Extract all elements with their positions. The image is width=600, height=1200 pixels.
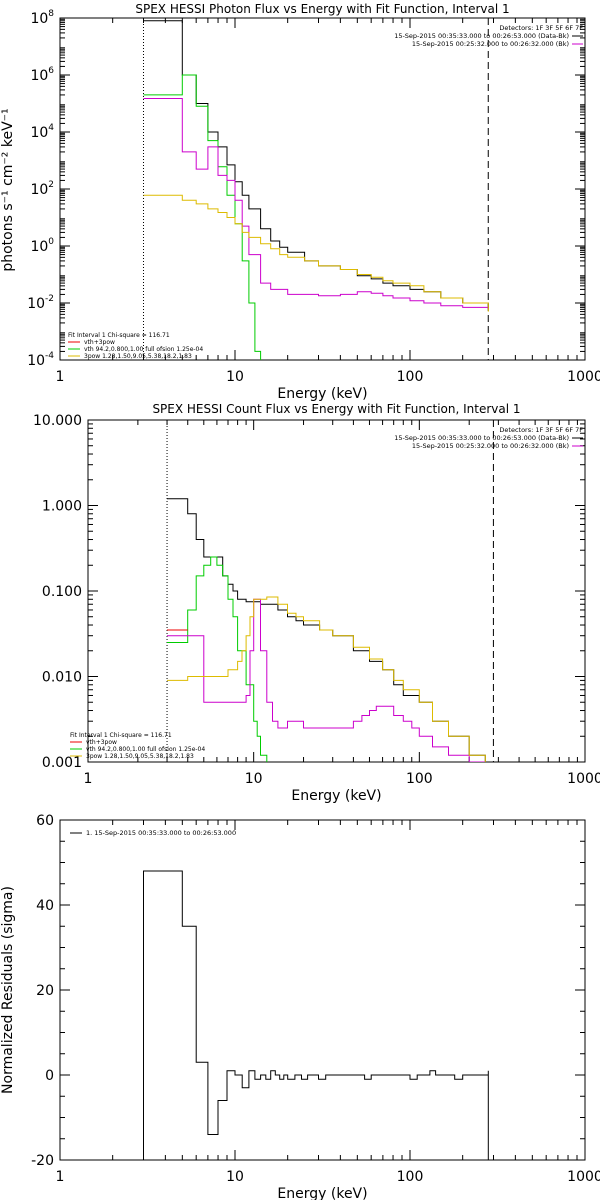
legend-entry-text: Detectors: 1F 3F 5F 6F 7F xyxy=(499,426,583,434)
fit-legend-entry: vth 94.2,0.800,1.00 full ofsion 1.25e-04 xyxy=(86,746,205,753)
plot-frame xyxy=(87,419,586,763)
y-tick-label: 10-4 xyxy=(27,351,54,369)
chart-panel-1: SPEX HESSI Photon Flux vs Energy with Fi… xyxy=(0,2,600,402)
fit-legend-entry: vth+3pow xyxy=(84,339,115,346)
series-3pow-1-28-1-50-9-05-5-38-18-2-1-83 xyxy=(167,596,486,762)
series-vth-94-2-0-800-1-00-full-ofsion-1-25e-04 xyxy=(167,556,268,762)
legend-entry-text: Detectors: 1F 3F 5F 6F 7F xyxy=(499,24,583,32)
series-15-sep-2015-00-25-32-000-to-00-26-32-000 xyxy=(167,598,486,762)
y-tick-label: 0.001 xyxy=(42,755,82,771)
y-tick-exponent: 2 xyxy=(48,180,54,190)
y-tick-label: 100 xyxy=(30,237,54,255)
y-tick-exponent: 4 xyxy=(48,123,54,133)
y-tick-label: 0 xyxy=(45,1068,54,1084)
y-tick-exponent: 6 xyxy=(48,66,54,76)
y-tick-label: 0.010 xyxy=(42,670,82,686)
fit-legend-entry: vth+3pow xyxy=(86,739,117,746)
x-tick-label: 100 xyxy=(406,771,433,787)
y-tick-label: 108 xyxy=(30,9,54,27)
y-tick-exponent: -2 xyxy=(45,294,54,304)
y-tick-label: 10-2 xyxy=(27,294,54,312)
x-tick-label: 1 xyxy=(56,369,65,385)
x-tick-label: 10 xyxy=(245,771,263,787)
y-tick-label: 1.000 xyxy=(42,499,82,515)
fit-legend-entry: vth 94.2,0.800,1.00 full ofsion 1.25e-04 xyxy=(84,346,203,353)
legend-entry-text: 15-Sep-2015 00:25:32.000 to 00:26:32.000… xyxy=(412,442,569,450)
fit-legend-entry: 3pow 1.28,1.50,9.05,5.38,18.2,1.83 xyxy=(84,353,192,360)
y-tick-base: 10 xyxy=(27,353,45,369)
series-group xyxy=(167,498,494,762)
y-tick-base: 10 xyxy=(30,125,48,141)
fit-legend-header: Fit Interval 1 Chi-square = 116.71 xyxy=(68,332,170,339)
y-tick-label: 104 xyxy=(30,123,54,141)
y-tick-label: 20 xyxy=(36,983,54,999)
chart-panel-3: 1 10 100 1000 -20 0 20 40 60 Energy (keV) Normaliz… xyxy=(0,813,600,1200)
y-tick-base: 10 xyxy=(30,11,48,27)
x-axis-label: Energy (keV) xyxy=(277,386,367,402)
fit-legend-entry: 3pow 1.28,1.50,9.05,5.38,18.2,1.83 xyxy=(86,753,194,760)
series-1-15-sep-2015-00-35-33-000-to-00-26-53-0 xyxy=(143,870,489,1160)
series-group xyxy=(143,870,489,1160)
legend-entry-text: 15-Sep-2015 00:25:32.000 to 00:26:32.000… xyxy=(412,40,569,48)
chart-title: SPEX HESSI Photon Flux vs Energy with Fi… xyxy=(135,2,509,16)
plot-frame xyxy=(59,17,586,361)
y-tick-label: 40 xyxy=(36,898,54,914)
chart-panel-2: SPEX HESSI Count Flux vs Energy with Fit… xyxy=(33,402,600,804)
chart-title: SPEX HESSI Count Flux vs Energy with Fit… xyxy=(152,402,520,416)
series-3pow-1-28-1-50-9-05-5-38-18-2-1-83 xyxy=(143,194,489,312)
plot-frame xyxy=(59,819,586,1161)
legend-entry-text: 15-Sep-2015 00:35:33.000 to 00:26:53.000… xyxy=(394,32,569,40)
y-tick-label: 10.000 xyxy=(33,413,82,429)
y-tick-label: 60 xyxy=(36,813,54,829)
fit-legend-header: Fit Interval 1 Chi-square = 116.71 xyxy=(70,732,172,739)
y-tick-exponent: 8 xyxy=(48,9,54,19)
x-tick-label: 10 xyxy=(226,1169,244,1185)
y-tick-base: 10 xyxy=(30,239,48,255)
y-tick-exponent: -4 xyxy=(45,351,54,361)
y-tick-label: -20 xyxy=(31,1153,54,1169)
series-15-sep-2015-00-35-33-000-to-00-26-53-000 xyxy=(143,20,489,310)
y-tick-base: 10 xyxy=(30,182,48,198)
x-tick-label: 10 xyxy=(226,369,244,385)
y-tick-label: 102 xyxy=(30,180,54,198)
y-axis-label: Normalized Residuals (sigma) xyxy=(0,886,16,1094)
x-tick-label: 1 xyxy=(56,1169,65,1185)
x-axis-label: Energy (keV) xyxy=(291,788,381,804)
y-tick-base: 10 xyxy=(27,296,45,312)
series-vth-3pow xyxy=(143,98,489,310)
y-tick-exponent: 0 xyxy=(48,237,54,247)
legend-entry-text: 15-Sep-2015 00:35:33.000 to 00:26:53.000… xyxy=(394,434,569,442)
series-group xyxy=(143,20,489,360)
x-tick-label: 100 xyxy=(397,1169,424,1185)
legend-entry-text: 1. 15-Sep-2015 00:35:33.000 to 00:26:53.… xyxy=(86,829,236,837)
x-tick-label: 1000 xyxy=(567,1169,600,1185)
y-axis-label: photons s⁻¹ cm⁻² keV⁻¹ xyxy=(0,108,16,271)
x-tick-label: 100 xyxy=(397,369,424,385)
y-tick-label: 106 xyxy=(30,66,54,84)
y-tick-base: 10 xyxy=(30,68,48,84)
x-tick-label: 1 xyxy=(84,771,93,787)
x-axis-label: Energy (keV) xyxy=(277,1186,367,1200)
y-tick-label: 0.100 xyxy=(42,584,82,600)
x-tick-label: 1000 xyxy=(567,771,600,787)
series-vth-94-2-0-800-1-00-full-ofsion-1-25e-04 xyxy=(143,74,262,360)
x-tick-label: 1000 xyxy=(567,369,600,385)
